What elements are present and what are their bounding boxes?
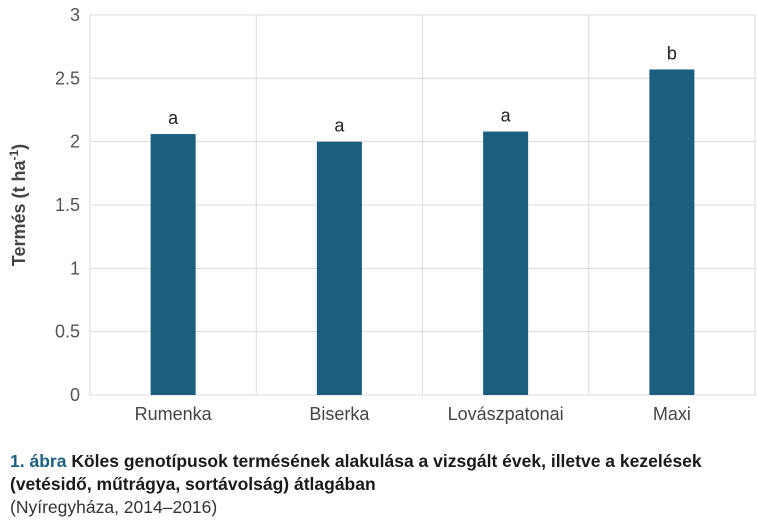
data-label-0: a xyxy=(168,108,179,128)
x-axis: Rumenka Biserka Lovászpatonai Maxi xyxy=(135,404,691,424)
bar-0 xyxy=(150,134,196,396)
y-axis-label-suffix: ) xyxy=(9,144,29,150)
x-tick-label-0: Rumenka xyxy=(135,404,213,424)
y-tick-label-1: 0.5 xyxy=(55,322,80,342)
grid-lines xyxy=(90,14,755,396)
data-labels: a a a b xyxy=(168,43,677,135)
y-axis-label: Termés (t ha-1) xyxy=(7,144,29,266)
y-axis: 0 0.5 1 1.5 2 2.5 3 xyxy=(55,5,80,405)
bar-3 xyxy=(649,69,695,395)
caption-subtitle: (Nyíregyháza, 2014–2016) xyxy=(10,497,218,517)
data-label-2: a xyxy=(501,106,512,126)
bar-chart: 0 0.5 1 1.5 2 2.5 3 a a a b Rumenka Biserka Lovászp… xyxy=(7,5,756,424)
y-tick-label-2: 1 xyxy=(70,258,80,278)
y-tick-label-0: 0 xyxy=(70,385,80,405)
y-axis-label-main: Termés (t ha xyxy=(9,160,29,267)
x-tick-label-1: Biserka xyxy=(309,404,370,424)
bar-1 xyxy=(316,141,362,395)
y-axis-label-superscript: -1 xyxy=(7,149,21,160)
y-tick-label-5: 2.5 xyxy=(55,68,80,88)
figure-caption: 1. ábra Köles genotípusok termésének ala… xyxy=(10,450,750,519)
caption-title: Köles genotípusok termésének alakulása a… xyxy=(10,451,702,494)
data-label-1: a xyxy=(334,116,345,136)
y-tick-label-6: 3 xyxy=(70,5,80,25)
bars xyxy=(150,69,695,396)
y-tick-label-3: 1.5 xyxy=(55,195,80,215)
x-tick-label-3: Maxi xyxy=(653,404,691,424)
data-label-3: b xyxy=(667,43,677,63)
x-tick-label-2: Lovászpatonai xyxy=(448,404,564,424)
y-tick-label-4: 2 xyxy=(70,132,80,152)
caption-number: 1. ábra xyxy=(10,451,67,471)
bar-2 xyxy=(483,131,529,396)
